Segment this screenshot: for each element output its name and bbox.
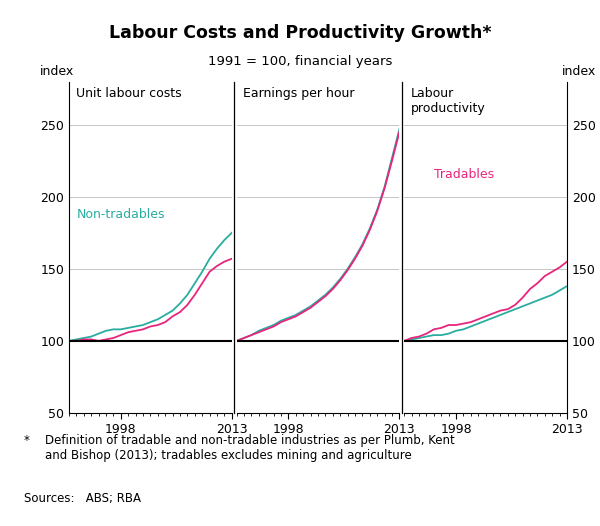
Text: index: index: [40, 65, 74, 78]
Text: Earnings per hour: Earnings per hour: [243, 86, 355, 99]
Text: Tradables: Tradables: [434, 168, 494, 181]
Text: 1991 = 100, financial years: 1991 = 100, financial years: [208, 55, 392, 68]
Text: Non-tradables: Non-tradables: [77, 208, 166, 220]
Text: Definition of tradable and non-tradable industries as per Plumb, Kent
and Bishop: Definition of tradable and non-tradable …: [45, 434, 455, 462]
Text: Labour Costs and Productivity Growth*: Labour Costs and Productivity Growth*: [109, 24, 491, 42]
Text: Unit labour costs: Unit labour costs: [76, 86, 181, 99]
Text: Sources:   ABS; RBA: Sources: ABS; RBA: [24, 492, 141, 505]
Text: index: index: [562, 65, 596, 78]
Text: *: *: [24, 434, 30, 447]
Text: Labour
productivity: Labour productivity: [411, 86, 485, 115]
